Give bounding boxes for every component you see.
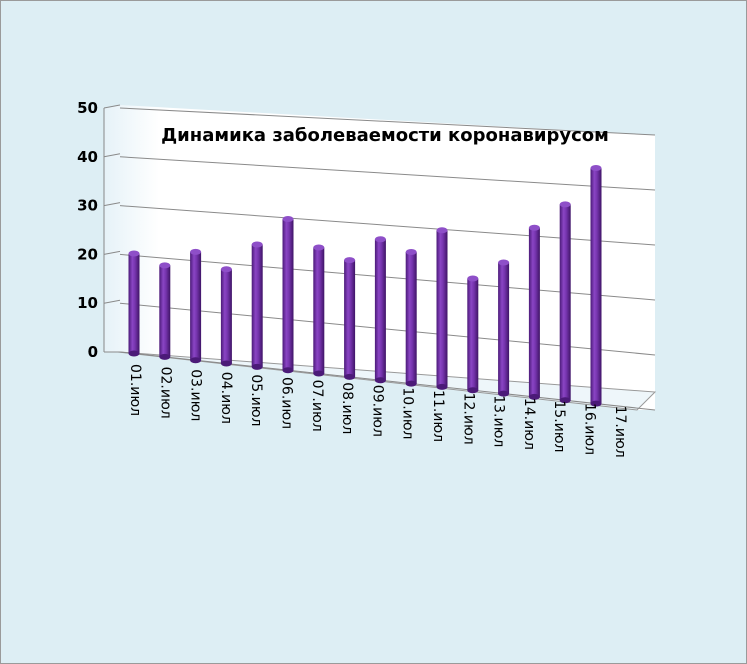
x-tick-label: 09.июл	[369, 385, 385, 437]
y-tick-label: 20	[77, 245, 98, 263]
bar	[405, 249, 417, 387]
bar	[251, 241, 263, 370]
gridline-side	[103, 299, 121, 304]
bar	[467, 275, 479, 394]
x-tick-label: 15.июл	[551, 400, 567, 452]
chart-title: Динамика заболеваемости коронавирусом	[161, 125, 609, 146]
x-tick-label: 16.июл	[582, 403, 598, 455]
x-tick-label: 11.июл	[430, 390, 446, 442]
x-tick-label: 12.июл	[460, 393, 476, 445]
x-tick-label: 17.июл	[612, 406, 628, 458]
x-tick-label: 02.июл	[157, 367, 173, 419]
x-tick-label: 08.июл	[339, 382, 355, 434]
gridline-side	[103, 153, 121, 158]
gridline	[119, 107, 656, 136]
bar	[590, 165, 602, 407]
y-tick-label: 10	[77, 294, 98, 312]
bar	[128, 250, 140, 357]
bar	[220, 266, 232, 367]
bar	[313, 244, 325, 377]
y-tick-label: 40	[77, 148, 98, 166]
bar	[344, 257, 356, 380]
y-tick-label: 50	[77, 99, 98, 117]
bar	[159, 262, 171, 360]
x-tick-label: 07.июл	[309, 380, 325, 432]
bar	[282, 216, 294, 374]
x-tick-label: 10.июл	[400, 387, 416, 439]
x-tick-label: 03.июл	[188, 369, 204, 421]
gridline-side	[103, 104, 121, 109]
y-tick-label: 0	[88, 343, 98, 361]
gridline-side	[103, 202, 121, 207]
bar	[528, 224, 540, 400]
x-tick-label: 13.июл	[491, 395, 507, 447]
x-tick-label: 04.июл	[218, 372, 234, 424]
x-tick-label: 06.июл	[279, 377, 295, 429]
y-tick-label: 30	[77, 197, 98, 215]
bar	[190, 248, 202, 364]
x-tick-label: 05.июл	[248, 374, 264, 426]
x-tick-label: 01.июл	[127, 364, 143, 416]
bar	[559, 201, 571, 404]
gridline	[119, 156, 656, 191]
bar	[374, 236, 386, 384]
bar	[436, 227, 448, 390]
bar	[498, 259, 510, 397]
gridline-side	[103, 250, 121, 255]
x-tick-label: 14.июл	[521, 398, 537, 450]
